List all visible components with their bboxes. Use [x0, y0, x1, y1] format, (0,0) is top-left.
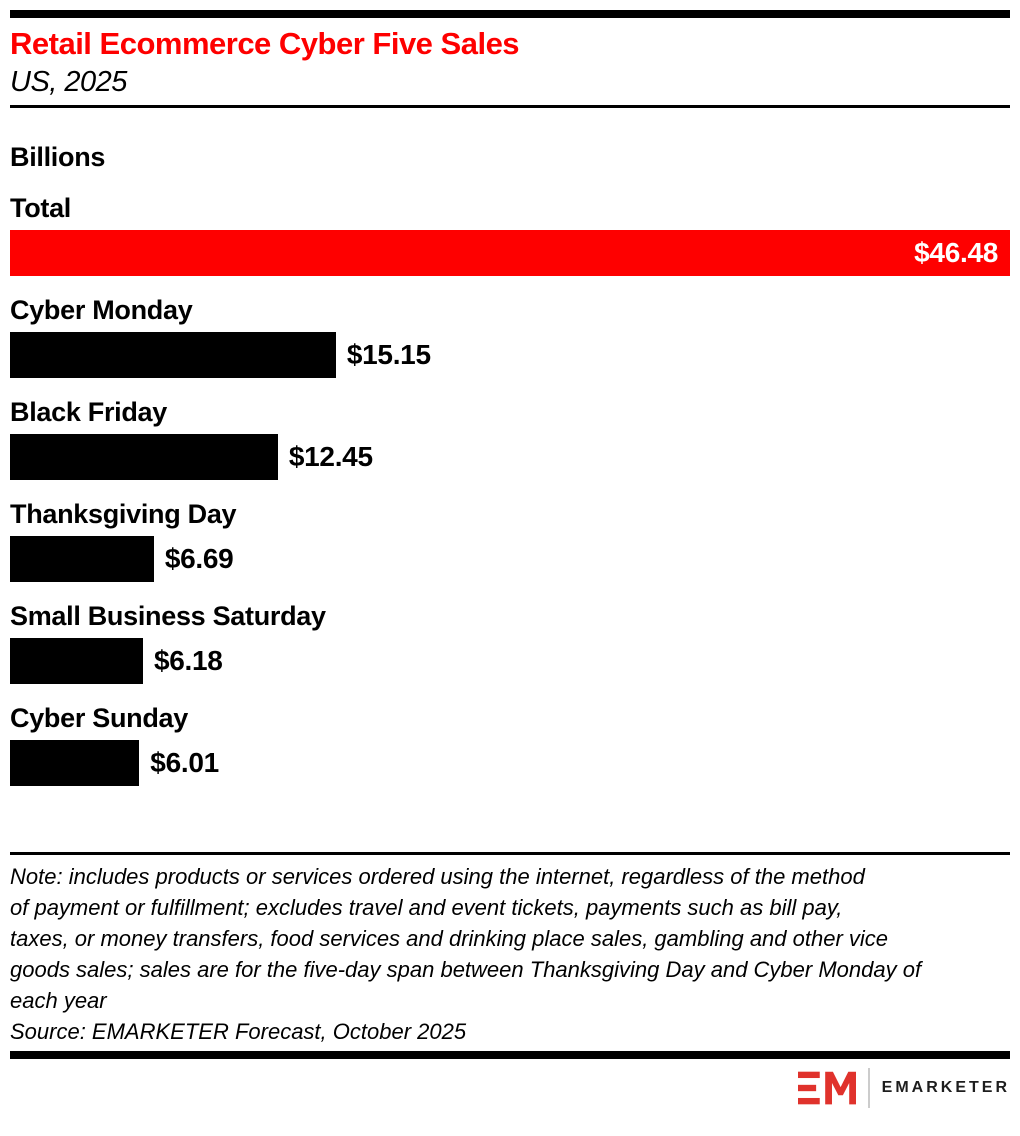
bar-row-thanksgiving-day: Thanksgiving Day $6.69 [10, 499, 1010, 582]
bar-value-label: $6.01 [150, 747, 219, 778]
bar-track: $6.18 [10, 638, 1010, 684]
header-divider [10, 105, 1010, 108]
bar-row-black-friday: Black Friday $12.45 [10, 397, 1010, 480]
note-line: taxes, or money transfers, food services… [10, 926, 889, 951]
note-line: each year [10, 988, 107, 1013]
bar-row-total: Total $46.48 [10, 193, 1010, 276]
chart-page: Retail Ecommerce Cyber Five Sales US, 20… [0, 10, 1020, 1136]
bar-category-label: Cyber Sunday [10, 703, 188, 733]
bar-total: $46.48 [10, 230, 1010, 276]
bar-track: $12.45 [10, 434, 1010, 480]
source-text: Source: EMARKETER Forecast, October 2025 [10, 1019, 467, 1044]
unit-label: Billions [10, 142, 106, 172]
footer-divider [10, 852, 1010, 855]
logo-divider [867, 1068, 870, 1108]
bottom-rule [10, 1051, 1010, 1059]
bar-track: $6.01 [10, 740, 1010, 786]
note-line: goods sales; sales are for the five-day … [10, 957, 922, 982]
bar-category-label: Small Business Saturday [10, 601, 326, 631]
bar-value-label: $12.45 [288, 441, 373, 472]
bar-thanksgiving-day [10, 536, 154, 582]
bar-row-cyber-sunday: Cyber Sunday $6.01 [10, 703, 1010, 786]
bar-track: $46.48 [10, 230, 1010, 276]
bar-category-label: Cyber Monday [10, 295, 193, 325]
brand-logo: EMARKETER [10, 1068, 1010, 1108]
emarketer-logo-icon [797, 1071, 856, 1105]
bar-cyber-sunday [10, 740, 140, 786]
bar-value-label: $46.48 [914, 237, 998, 268]
bar-category-label: Thanksgiving Day [10, 499, 237, 529]
bar-value-label: $15.15 [346, 339, 431, 370]
bar-row-small-business-saturday: Small Business Saturday $6.18 [10, 601, 1010, 684]
bar-track: $15.15 [10, 332, 1010, 378]
bar-row-cyber-monday: Cyber Monday $15.15 [10, 295, 1010, 378]
bar-value-label: $6.18 [154, 645, 223, 676]
top-rule [10, 10, 1010, 18]
bar-small-business-saturday [10, 638, 143, 684]
note-line: of payment or fulfillment; excludes trav… [10, 895, 843, 920]
bar-cyber-monday [10, 332, 336, 378]
note-text: Note: includes products or services orde… [10, 861, 1010, 1016]
bar-category-label: Total [10, 193, 71, 223]
bar-track: $6.69 [10, 536, 1010, 582]
note-line: Note: includes products or services orde… [10, 864, 865, 889]
emarketer-logo-text: EMARKETER [881, 1079, 1010, 1096]
bar-black-friday [10, 434, 278, 480]
chart-title: Retail Ecommerce Cyber Five Sales [10, 26, 520, 61]
bar-category-label: Black Friday [10, 397, 167, 427]
chart-subtitle: US, 2025 [10, 66, 127, 98]
bar-value-label: $6.69 [164, 543, 234, 574]
